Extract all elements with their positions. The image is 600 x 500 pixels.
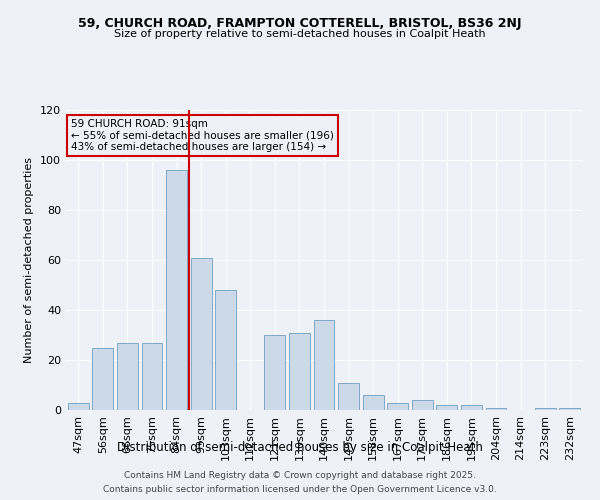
Bar bbox=[387, 402, 408, 410]
Bar bbox=[314, 320, 334, 410]
Bar bbox=[265, 335, 286, 410]
Bar bbox=[412, 400, 433, 410]
Bar bbox=[362, 395, 383, 410]
Text: Distribution of semi-detached houses by size in Coalpit Heath: Distribution of semi-detached houses by … bbox=[117, 441, 483, 454]
Y-axis label: Number of semi-detached properties: Number of semi-detached properties bbox=[25, 157, 34, 363]
Bar bbox=[191, 258, 212, 410]
Bar bbox=[166, 170, 187, 410]
Text: 59 CHURCH ROAD: 91sqm
← 55% of semi-detached houses are smaller (196)
43% of sem: 59 CHURCH ROAD: 91sqm ← 55% of semi-deta… bbox=[71, 119, 334, 152]
Bar bbox=[142, 342, 163, 410]
Bar bbox=[215, 290, 236, 410]
Bar bbox=[338, 382, 359, 410]
Text: Contains HM Land Registry data © Crown copyright and database right 2025.: Contains HM Land Registry data © Crown c… bbox=[124, 472, 476, 480]
Bar bbox=[535, 408, 556, 410]
Bar bbox=[92, 348, 113, 410]
Bar bbox=[289, 332, 310, 410]
Bar bbox=[559, 408, 580, 410]
Text: Size of property relative to semi-detached houses in Coalpit Heath: Size of property relative to semi-detach… bbox=[114, 29, 486, 39]
Text: 59, CHURCH ROAD, FRAMPTON COTTERELL, BRISTOL, BS36 2NJ: 59, CHURCH ROAD, FRAMPTON COTTERELL, BRI… bbox=[78, 18, 522, 30]
Bar bbox=[117, 342, 138, 410]
Text: Contains public sector information licensed under the Open Government Licence v3: Contains public sector information licen… bbox=[103, 484, 497, 494]
Bar bbox=[485, 408, 506, 410]
Bar bbox=[461, 405, 482, 410]
Bar bbox=[68, 402, 89, 410]
Bar bbox=[436, 405, 457, 410]
